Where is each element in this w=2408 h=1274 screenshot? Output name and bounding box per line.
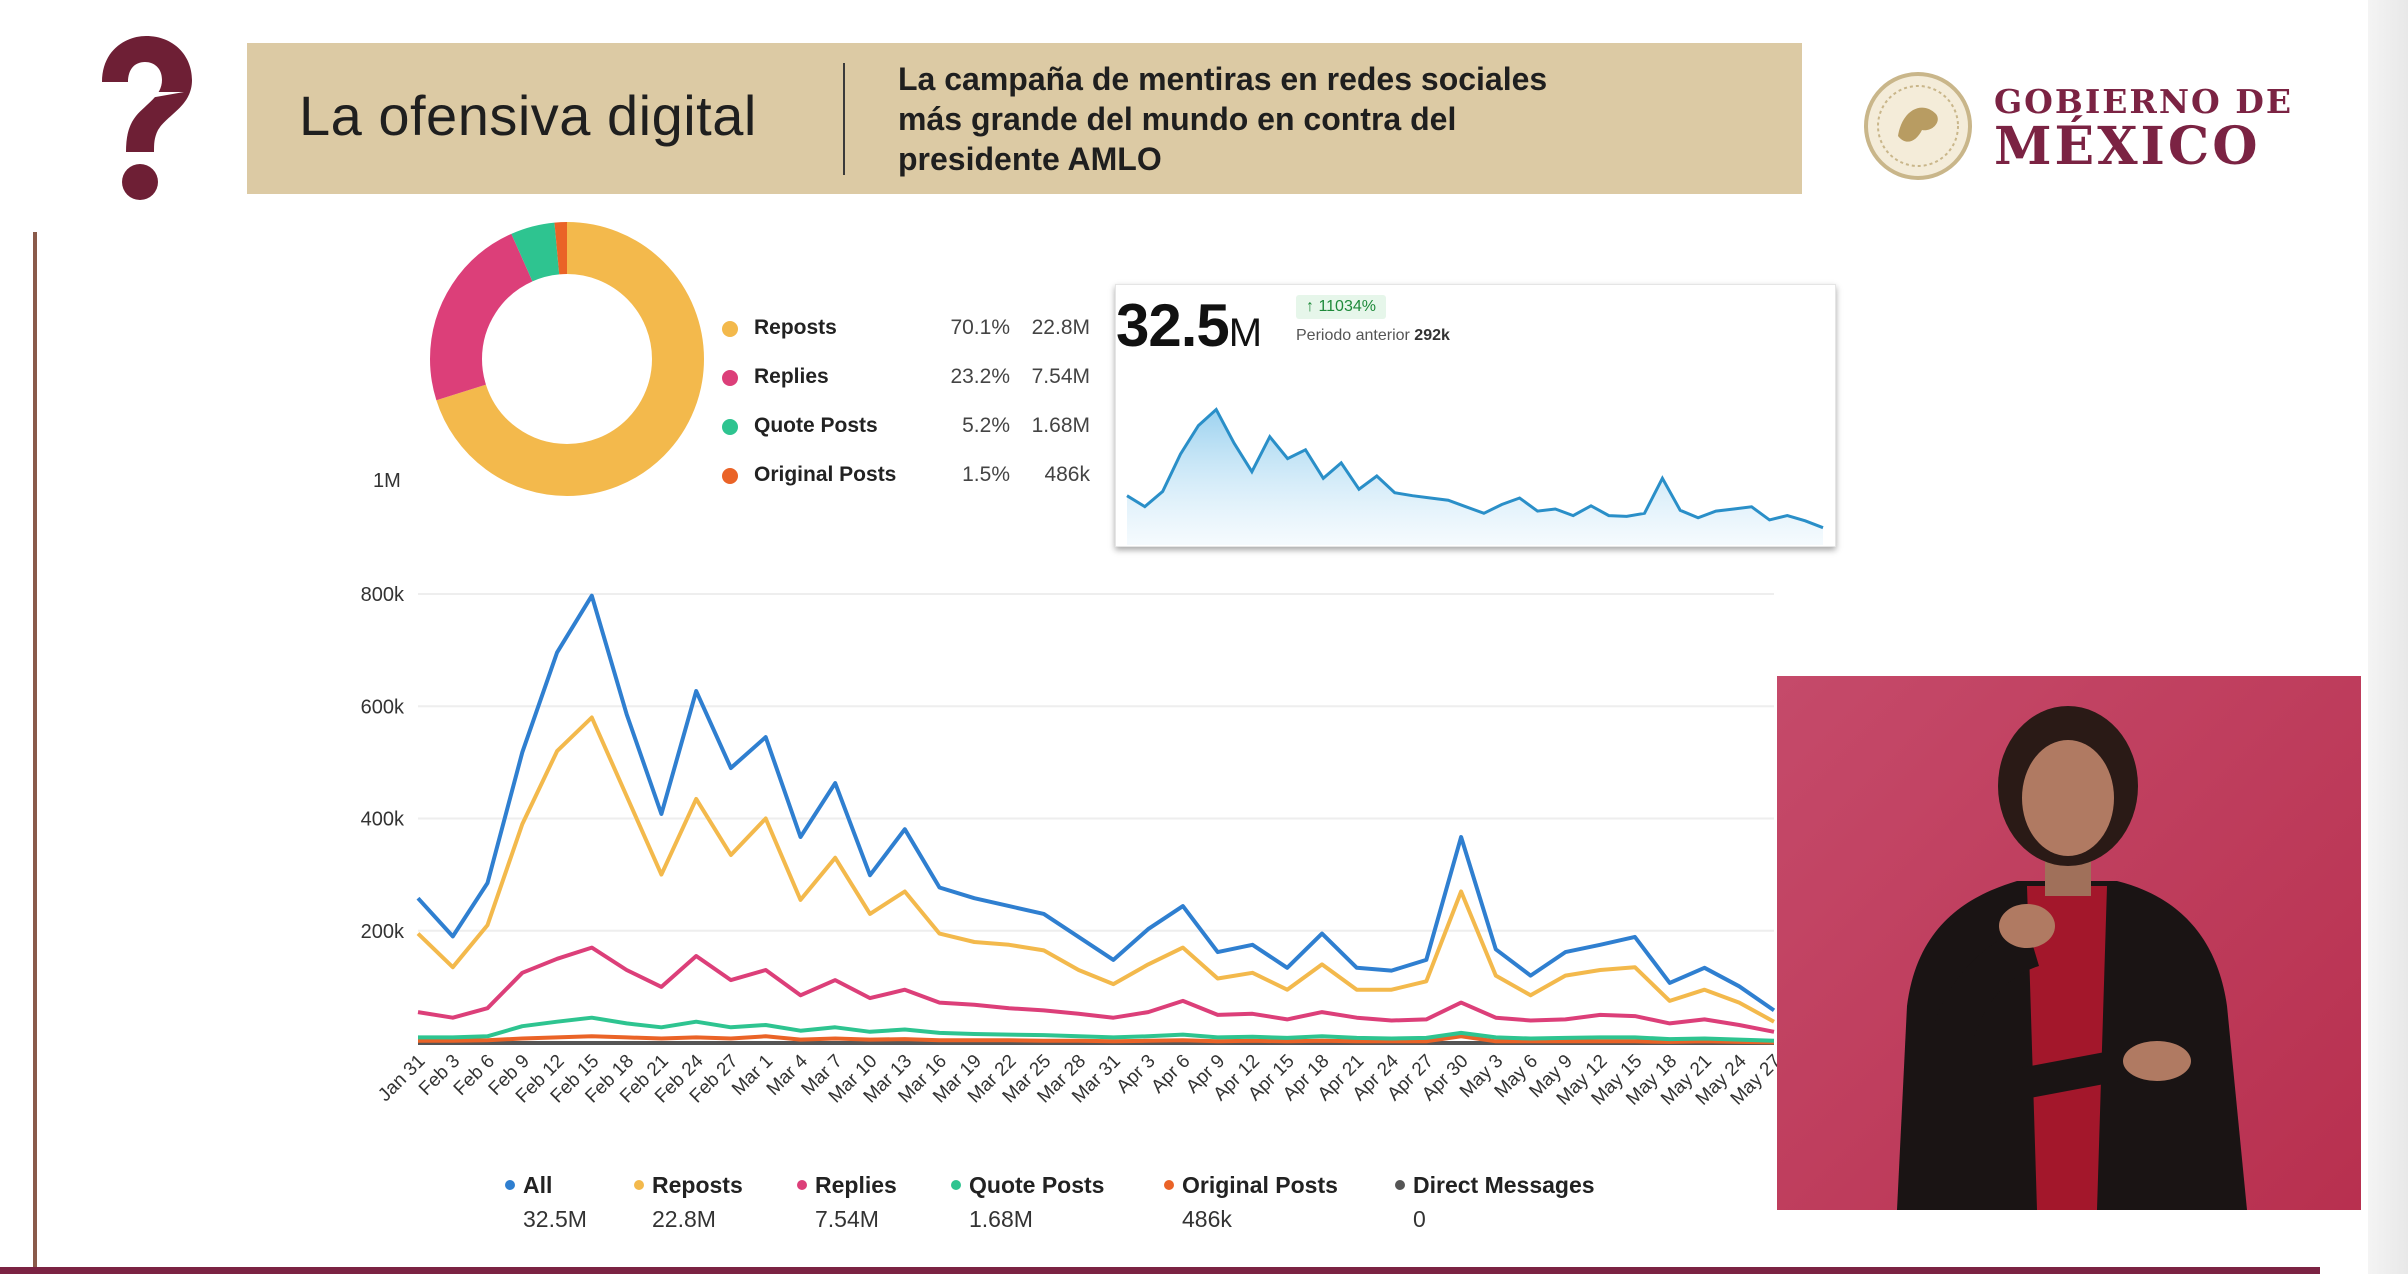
legend-label: Quote Posts <box>969 1172 1105 1198</box>
side-strip <box>2368 0 2408 1274</box>
subtitle-line: presidente AMLO <box>898 141 1162 177</box>
legend-dot <box>634 1179 644 1190</box>
legend-value: 0 <box>1413 1206 1426 1232</box>
legend-dot <box>722 321 738 337</box>
legend-dot <box>1395 1179 1405 1190</box>
sign-language-interpreter-video <box>1777 676 2361 1210</box>
scale-label: 1M <box>373 470 401 492</box>
series-line-original-posts <box>418 1034 1775 1045</box>
sparkline-chart <box>1126 407 1824 545</box>
page-title: La ofensiva digital <box>299 84 757 147</box>
subtitle-line: más grande del mundo en contra del <box>898 101 1457 137</box>
banner-divider <box>843 63 845 175</box>
legend-item-all[interactable]: All 32.5M <box>505 1172 587 1232</box>
legend-label: Original Posts <box>754 463 897 486</box>
legend-value: 32.5M <box>523 1206 587 1232</box>
donut-slice-replies <box>430 222 704 496</box>
series-line-reposts <box>416 715 1775 1024</box>
sparkline-line <box>1126 407 1824 530</box>
y-tick-label: 800k <box>361 584 405 606</box>
y-tick-label: 600k <box>361 696 405 718</box>
legend-item-quote-posts[interactable]: Quote Posts 1.68M <box>951 1172 1105 1232</box>
previous-period-value: 292k <box>1414 327 1450 344</box>
series-line-all <box>416 593 1776 1013</box>
change-badge: ↑ 11034% <box>1296 295 1386 319</box>
legend-label: Replies <box>754 365 829 388</box>
legend-value: 1.68M <box>1031 414 1090 437</box>
legend-label: Quote Posts <box>754 414 878 437</box>
legend-value: 7.54M <box>1031 365 1090 388</box>
legend-value: 22.8M <box>652 1206 716 1232</box>
y-tick-label: 200k <box>361 921 405 943</box>
x-tick-label: Apr 3 <box>1113 1051 1160 1098</box>
legend-value: 22.8M <box>1031 316 1090 339</box>
legend-label: Reposts <box>652 1172 743 1198</box>
total-summary-card: 32.5M ↑ 11034% Periodo anterior 292k <box>1115 284 1836 547</box>
legend-dot <box>1164 1179 1174 1190</box>
breakdown-item-quote-posts: Quote Posts 5.2% 1.68M <box>722 412 1102 442</box>
legend-pct: 5.2% <box>962 414 1010 437</box>
legend-value: 7.54M <box>815 1206 879 1232</box>
y-tick-label: 400k <box>361 809 405 831</box>
legend-item-reposts[interactable]: Reposts 22.8M <box>634 1172 743 1232</box>
breakdown-item-reposts: Reposts 70.1% 22.8M <box>722 314 1102 344</box>
legend-pct: 23.2% <box>950 365 1010 388</box>
previous-period: Periodo anterior 292k <box>1296 327 1450 345</box>
breakdown-donut-chart <box>430 222 704 496</box>
legend-value: 1.68M <box>969 1206 1033 1232</box>
legend-item-replies[interactable]: Replies 7.54M <box>797 1172 897 1232</box>
header-banner: La ofensiva digital La campaña de mentir… <box>247 43 1802 194</box>
series-line-replies <box>417 945 1775 1034</box>
legend-dot <box>505 1179 515 1190</box>
government-logo-text: GOBIERNO DE <box>1994 82 2294 121</box>
breakdown-item-replies: Replies 23.2% 7.54M <box>722 363 1102 393</box>
legend-dot <box>797 1179 807 1190</box>
x-tick-label: Apr 6 <box>1147 1051 1194 1098</box>
legend-item-original-posts[interactable]: Original Posts 486k <box>1164 1172 1338 1232</box>
total-number: 32.5 <box>1116 292 1230 359</box>
sparkline-area <box>1127 409 1823 545</box>
total-unit: M <box>1228 311 1262 355</box>
total-value: 32.5M <box>1116 291 1262 360</box>
legend-value: 486k <box>1182 1206 1232 1232</box>
question-mark-logo <box>102 36 192 200</box>
legend-pct: 70.1% <box>950 316 1010 339</box>
legend-dot <box>722 370 738 386</box>
legend-value: 486k <box>1044 463 1090 486</box>
subtitle-line: La campaña de mentiras en redes sociales <box>898 61 1548 97</box>
interpreter-figure <box>1897 706 2247 1210</box>
government-logo-text: MÉXICO <box>1994 116 2261 177</box>
breakdown-item-original-posts: Original Posts 1.5% 486k <box>722 461 1102 491</box>
legend-label: Reposts <box>754 316 837 339</box>
donut-slice-original-posts <box>430 222 704 496</box>
legend-dot <box>722 419 738 435</box>
previous-period-label: Periodo anterior <box>1296 327 1410 344</box>
legend-pct: 1.5% <box>962 463 1010 486</box>
bottom-divider <box>0 1267 2320 1274</box>
series-line-quote-posts <box>418 1015 1775 1043</box>
legend-label: Original Posts <box>1182 1172 1338 1198</box>
legend-item-direct-messages[interactable]: Direct Messages 0 <box>1395 1172 1595 1232</box>
legend-label: All <box>523 1172 553 1198</box>
national-seal-icon <box>1864 72 1972 180</box>
legend-dot <box>722 468 738 484</box>
legend-dot <box>951 1179 961 1190</box>
legend-label: Replies <box>815 1172 897 1198</box>
left-divider <box>33 232 37 1274</box>
legend-label: Direct Messages <box>1413 1172 1595 1198</box>
